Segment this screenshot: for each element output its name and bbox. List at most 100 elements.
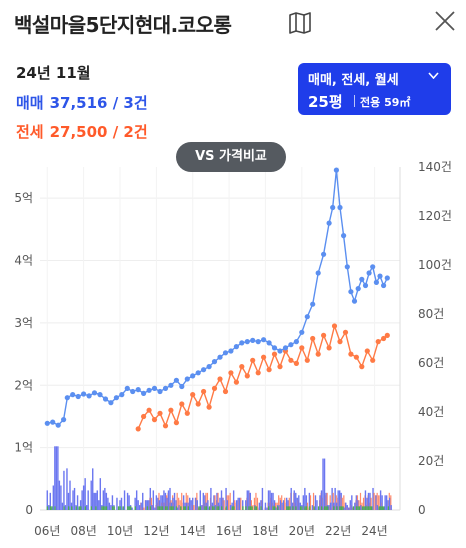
monthly-volume-bar <box>355 506 358 510</box>
sale-volume-bar <box>123 490 126 510</box>
monthly-volume-bar <box>51 506 53 510</box>
series-point <box>124 385 130 391</box>
series-point <box>310 301 316 307</box>
sale-volume-bar <box>120 497 123 510</box>
series-point <box>141 390 147 396</box>
monthly-volume-bar <box>295 506 297 510</box>
sale-volume-bar <box>134 497 136 510</box>
y-right-tick: 60건 <box>418 356 444 370</box>
series-point <box>293 339 299 345</box>
monthly-volume-bar <box>225 506 227 510</box>
sale-volume-bar <box>190 500 192 510</box>
sale-volume-bar <box>226 500 229 510</box>
monthly-volume-bar <box>213 506 215 510</box>
sale-volume-bar <box>388 497 391 510</box>
monthly-volume-bar <box>160 506 162 510</box>
rent-volume-bar <box>358 500 360 510</box>
series-point <box>359 364 365 370</box>
monthly-volume-bar <box>342 506 344 510</box>
rent-volume-bar <box>253 497 256 510</box>
sale-volume-bar <box>67 492 70 510</box>
sale-volume-bar <box>92 468 94 510</box>
series-point <box>370 357 376 363</box>
series-point <box>206 364 212 370</box>
sale-volume-bar <box>96 490 98 510</box>
series-point <box>348 289 354 295</box>
monthly-volume-bar <box>321 506 323 510</box>
deal-filter-button[interactable]: 매매, 전세, 월세 25평 전용 59㎡ <box>298 63 451 115</box>
monthly-volume-bar <box>205 506 208 510</box>
series-point <box>355 286 361 292</box>
monthly-volume-bar <box>221 506 223 510</box>
monthly-volume-bar <box>299 506 302 510</box>
close-icon[interactable] <box>432 8 458 34</box>
x-tick: 18년 <box>252 524 278 538</box>
sale-volume-bar <box>90 480 92 510</box>
monthly-volume-bar <box>157 506 159 510</box>
sale-volume-bar <box>108 502 111 510</box>
sale-volume-bar <box>366 497 368 510</box>
rent-volume-bar <box>284 497 286 510</box>
sale-volume-bar <box>85 505 88 510</box>
compare-button[interactable]: VS 가격비교 <box>176 142 286 172</box>
page-title: 백설마을5단지현대.코오롱 <box>14 13 232 37</box>
monthly-volume-bar <box>245 506 247 510</box>
sale-volume-bar <box>140 502 142 510</box>
sale-volume-bar <box>322 458 324 510</box>
monthly-volume-bar <box>305 506 308 510</box>
series-point <box>255 370 261 376</box>
monthly-volume-bar <box>327 506 329 510</box>
y-right-tick: 120건 <box>418 209 452 223</box>
sale-volume-bar <box>248 490 250 510</box>
sale-volume-bar <box>99 478 102 510</box>
sale-volume-bar <box>351 495 353 510</box>
sale-volume-bar <box>360 505 362 510</box>
series-point <box>337 339 343 345</box>
monthly-volume-bar <box>274 506 276 510</box>
monthly-volume-bar <box>183 506 185 510</box>
map-icon[interactable] <box>288 12 312 34</box>
series-point <box>201 388 207 395</box>
x-tick: 10년 <box>107 524 133 538</box>
y-right-tick: 20건 <box>418 454 444 468</box>
y-left-tick: 0 <box>25 503 33 517</box>
sale-volume-bar <box>334 487 336 510</box>
series-point <box>351 298 358 304</box>
series-point <box>370 264 376 270</box>
rent-volume-bar <box>178 497 180 510</box>
sale-volume-bar <box>149 487 152 510</box>
series-point <box>375 339 381 345</box>
sale-volume-bar <box>167 490 170 510</box>
period-label: 24년 11월 <box>16 64 91 82</box>
sale-volume-bar <box>235 500 238 510</box>
rent-volume-bar <box>150 497 153 510</box>
rent-volume-bar <box>362 497 365 510</box>
monthly-volume-bar <box>272 506 274 510</box>
monthly-volume-bar <box>134 506 137 510</box>
rent-volume-bar <box>240 497 242 510</box>
monthly-volume-bar <box>255 506 258 510</box>
monthly-volume-bar <box>49 506 52 510</box>
monthly-volume-bar <box>122 506 124 510</box>
series-point <box>299 345 305 351</box>
rent-volume-bar <box>390 495 392 510</box>
monthly-volume-bar <box>254 506 256 510</box>
sale-volume-bar <box>375 495 377 510</box>
sale-volume-bar <box>346 505 348 510</box>
sale-volume-bar <box>385 495 388 510</box>
series-point <box>271 345 278 351</box>
monthly-volume-bar <box>251 506 253 510</box>
rent-volume-bar <box>223 500 225 510</box>
sale-value: 37,516 / 3건 <box>49 94 148 112</box>
sale-volume-bar <box>48 505 50 510</box>
monthly-volume-bar <box>149 506 152 510</box>
monthly-volume-bar <box>128 506 130 510</box>
price-chart[interactable]: 0 1억 2억 3억 4억 5억 0 20건 40건 60건 80건 100건 120건 140건 06년 0… <box>0 150 466 548</box>
series-point <box>190 373 196 379</box>
sale-volume-bar <box>95 492 97 510</box>
x-tick: 14년 <box>180 524 206 538</box>
sale-volume-bar <box>152 490 155 510</box>
monthly-volume-bar <box>71 506 73 510</box>
sale-volume-bar <box>158 500 161 510</box>
sale-volume-bar <box>245 500 247 510</box>
